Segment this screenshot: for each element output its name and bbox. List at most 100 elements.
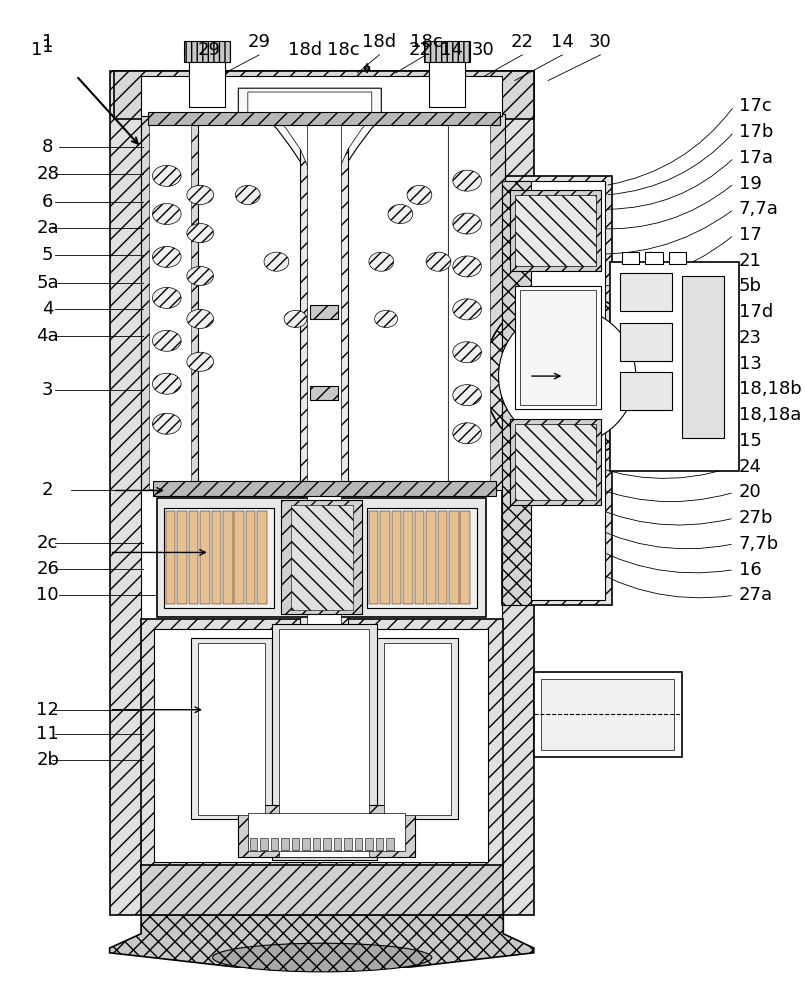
- Text: 2b: 2b: [36, 751, 59, 769]
- Bar: [344, 838, 352, 850]
- Bar: [449, 511, 459, 604]
- Bar: [380, 511, 390, 604]
- Bar: [310, 305, 338, 319]
- Text: 27b: 27b: [739, 509, 774, 527]
- Ellipse shape: [187, 185, 213, 204]
- Text: 17d: 17d: [739, 303, 773, 321]
- Bar: [621, 252, 638, 264]
- Text: 21: 21: [739, 252, 762, 270]
- Bar: [386, 838, 394, 850]
- Text: 5: 5: [42, 246, 53, 264]
- Ellipse shape: [187, 309, 213, 328]
- Bar: [250, 838, 258, 850]
- Bar: [460, 511, 470, 604]
- Text: 13: 13: [739, 355, 762, 373]
- Bar: [155, 629, 488, 862]
- Text: 8: 8: [42, 138, 53, 156]
- Text: 29: 29: [248, 33, 270, 51]
- Bar: [270, 838, 279, 850]
- Text: 22: 22: [409, 41, 432, 59]
- Ellipse shape: [152, 246, 181, 267]
- Bar: [300, 119, 348, 710]
- Text: 5b: 5b: [739, 277, 762, 295]
- Ellipse shape: [452, 342, 481, 363]
- Bar: [141, 114, 198, 490]
- Bar: [177, 511, 187, 604]
- Bar: [188, 62, 225, 107]
- Ellipse shape: [187, 266, 213, 286]
- Text: 17a: 17a: [739, 149, 773, 167]
- Bar: [384, 643, 451, 815]
- Bar: [310, 386, 338, 400]
- Ellipse shape: [264, 252, 289, 271]
- Text: 7,7b: 7,7b: [739, 535, 779, 553]
- Bar: [141, 619, 503, 867]
- Ellipse shape: [407, 185, 431, 204]
- Bar: [141, 76, 502, 116]
- Bar: [646, 252, 663, 264]
- Bar: [620, 323, 672, 361]
- Bar: [365, 838, 373, 850]
- Text: 20: 20: [739, 483, 762, 501]
- Bar: [271, 624, 377, 860]
- Bar: [234, 511, 244, 604]
- Text: 17c: 17c: [739, 97, 771, 115]
- Ellipse shape: [452, 256, 481, 277]
- Bar: [620, 273, 672, 311]
- Bar: [238, 805, 415, 857]
- Bar: [223, 511, 233, 604]
- Text: 24: 24: [739, 458, 762, 476]
- Bar: [281, 838, 289, 850]
- Bar: [141, 865, 503, 915]
- Bar: [376, 838, 383, 850]
- Ellipse shape: [284, 310, 307, 327]
- Circle shape: [483, 292, 651, 460]
- Bar: [514, 424, 596, 500]
- Text: 11: 11: [36, 725, 59, 743]
- Ellipse shape: [452, 423, 481, 444]
- Text: 28: 28: [36, 165, 59, 183]
- Bar: [333, 838, 341, 850]
- Bar: [279, 629, 369, 857]
- Bar: [307, 123, 341, 705]
- Text: 26: 26: [36, 560, 59, 578]
- Bar: [355, 838, 362, 850]
- Bar: [620, 372, 672, 410]
- Ellipse shape: [152, 373, 181, 394]
- Text: 5a: 5a: [36, 274, 59, 292]
- Bar: [157, 498, 486, 617]
- Text: 4a: 4a: [36, 327, 59, 345]
- Ellipse shape: [152, 165, 181, 186]
- Text: 1: 1: [42, 38, 53, 56]
- Bar: [514, 195, 596, 266]
- Bar: [367, 508, 477, 608]
- Text: 27a: 27a: [739, 586, 773, 604]
- Ellipse shape: [152, 204, 181, 225]
- Bar: [682, 276, 725, 438]
- Ellipse shape: [426, 252, 451, 271]
- Bar: [198, 643, 265, 815]
- Bar: [291, 838, 299, 850]
- Ellipse shape: [235, 185, 260, 204]
- Bar: [510, 190, 601, 271]
- Bar: [514, 286, 601, 409]
- Bar: [148, 112, 501, 125]
- Bar: [246, 511, 255, 604]
- Text: 16: 16: [739, 561, 762, 579]
- Text: 18c: 18c: [410, 33, 443, 51]
- Polygon shape: [109, 915, 534, 967]
- Text: 14: 14: [551, 33, 574, 51]
- Bar: [188, 511, 198, 604]
- Text: 3: 3: [42, 381, 53, 399]
- Text: 1: 1: [31, 41, 43, 59]
- Ellipse shape: [374, 310, 398, 327]
- Bar: [369, 511, 378, 604]
- Bar: [200, 511, 210, 604]
- Bar: [114, 71, 534, 119]
- Ellipse shape: [452, 299, 481, 320]
- Bar: [260, 838, 268, 850]
- Bar: [438, 511, 447, 604]
- Bar: [502, 181, 605, 600]
- Text: 18,18b: 18,18b: [739, 380, 802, 398]
- Bar: [212, 511, 221, 604]
